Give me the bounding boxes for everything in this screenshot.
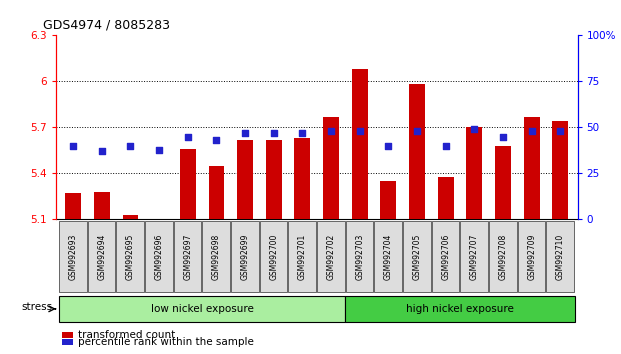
Bar (409, 85, 425, 219)
Text: GSM992709: GSM992709 (527, 233, 536, 280)
Bar (495, 146, 511, 219)
Bar (294, 138, 310, 219)
Text: GSM992703: GSM992703 (355, 233, 364, 280)
Text: GSM992708: GSM992708 (499, 234, 507, 280)
Text: GSM992699: GSM992699 (240, 233, 250, 280)
Bar (266, 140, 281, 219)
Bar (180, 149, 196, 219)
Text: GSM992698: GSM992698 (212, 234, 221, 280)
Bar (381, 181, 396, 219)
Point (211, 137, 221, 143)
Point (125, 143, 135, 149)
Text: high nickel exposure: high nickel exposure (406, 304, 514, 314)
Text: GSM992706: GSM992706 (441, 233, 450, 280)
Point (355, 128, 365, 134)
Text: GSM992696: GSM992696 (155, 233, 163, 280)
Bar (553, 121, 568, 219)
Text: GSM992694: GSM992694 (97, 233, 106, 280)
Text: GSM992693: GSM992693 (68, 233, 78, 280)
Bar (209, 166, 224, 219)
Bar (352, 69, 368, 219)
Point (383, 143, 393, 149)
Bar (237, 140, 253, 219)
Text: GSM992707: GSM992707 (470, 233, 479, 280)
Text: GSM992701: GSM992701 (298, 234, 307, 280)
Bar (524, 117, 540, 219)
Text: GSM992710: GSM992710 (556, 234, 565, 280)
Point (297, 130, 307, 136)
Text: low nickel exposure: low nickel exposure (151, 304, 253, 314)
Bar (122, 215, 138, 219)
Point (326, 128, 336, 134)
Text: GSM992705: GSM992705 (412, 233, 422, 280)
Point (412, 128, 422, 134)
Text: transformed count: transformed count (78, 330, 176, 340)
Bar (466, 127, 483, 219)
Point (441, 143, 451, 149)
Point (183, 134, 193, 139)
Point (97, 149, 107, 154)
Text: GSM992704: GSM992704 (384, 233, 393, 280)
Bar (94, 192, 110, 219)
Bar (438, 177, 453, 219)
Text: percentile rank within the sample: percentile rank within the sample (78, 337, 254, 347)
Text: GDS4974 / 8085283: GDS4974 / 8085283 (43, 19, 171, 32)
Text: stress: stress (21, 302, 53, 312)
Point (269, 130, 279, 136)
Bar (65, 193, 81, 219)
Point (240, 130, 250, 136)
Point (555, 128, 565, 134)
Point (469, 126, 479, 132)
Text: GSM992697: GSM992697 (183, 233, 193, 280)
Point (498, 134, 508, 139)
Point (68, 143, 78, 149)
Point (527, 128, 537, 134)
Text: GSM992702: GSM992702 (327, 234, 335, 280)
Text: GSM992695: GSM992695 (126, 233, 135, 280)
Bar (323, 117, 339, 219)
Text: GSM992700: GSM992700 (270, 233, 278, 280)
Point (154, 147, 164, 152)
